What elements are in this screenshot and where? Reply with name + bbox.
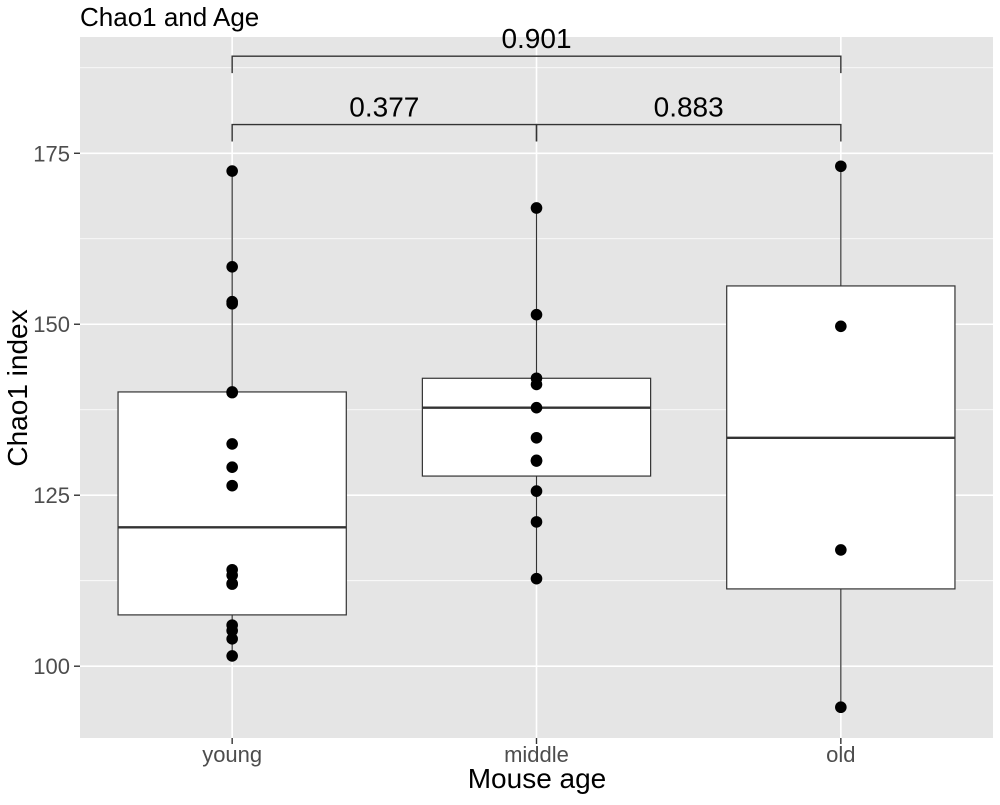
data-point <box>530 516 543 528</box>
x-tick-label: young <box>202 742 262 767</box>
data-point <box>530 401 543 414</box>
data-point <box>835 544 847 556</box>
chart-title: Chao1 and Age <box>80 2 259 32</box>
p-value-label: 0.901 <box>501 23 571 54</box>
data-point <box>835 160 847 173</box>
data-point <box>226 297 238 310</box>
x-tick-label: middle <box>504 742 569 767</box>
data-point <box>530 455 543 467</box>
comparison-bracket <box>231 55 842 74</box>
y-tick-label: 125 <box>33 483 70 508</box>
y-tick-label: 175 <box>33 141 70 166</box>
x-axis-label: Mouse age <box>468 763 607 794</box>
y-tick-label: 150 <box>33 312 70 337</box>
data-point <box>226 386 238 399</box>
data-point <box>530 485 543 497</box>
data-point <box>226 260 238 273</box>
data-point <box>226 461 238 473</box>
data-point <box>226 438 238 450</box>
data-point <box>530 308 543 321</box>
y-axis-label: Chao1 index <box>2 309 33 466</box>
data-point <box>226 165 238 177</box>
data-point <box>530 572 543 585</box>
data-point <box>226 624 238 637</box>
p-value-label: 0.377 <box>349 92 419 123</box>
data-point <box>226 633 238 645</box>
data-point <box>530 431 543 444</box>
data-point <box>226 650 238 662</box>
data-point <box>530 202 543 214</box>
y-tick-label: 100 <box>33 654 70 679</box>
data-point <box>835 320 847 333</box>
comparison-bracket <box>535 123 842 142</box>
data-point <box>835 701 847 714</box>
data-point <box>226 578 238 590</box>
data-point <box>226 479 238 492</box>
data-point <box>226 569 238 582</box>
data-point <box>530 378 543 391</box>
p-value-label: 0.883 <box>654 92 724 123</box>
x-tick-label: old <box>826 742 855 767</box>
